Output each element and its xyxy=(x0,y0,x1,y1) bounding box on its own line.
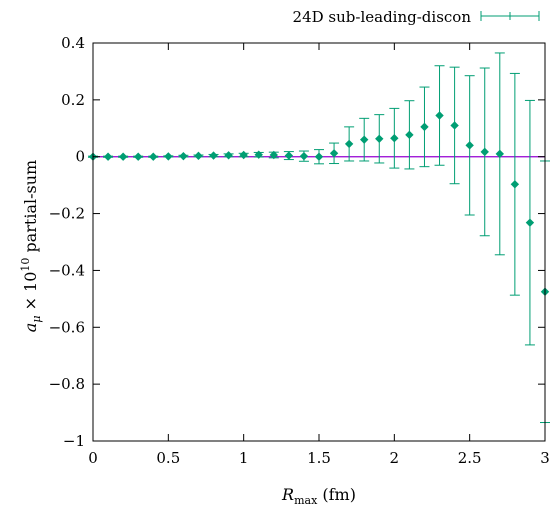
data-point xyxy=(480,147,489,157)
series xyxy=(88,52,550,424)
legend: 24D sub-leading-discon xyxy=(293,8,540,26)
data-point xyxy=(209,151,218,160)
x-tick-label: 1 xyxy=(239,449,249,467)
data-point xyxy=(164,152,173,161)
y-axis-label-mid: × 10 xyxy=(21,272,40,316)
data-point xyxy=(465,141,474,150)
x-tick-label: 1.5 xyxy=(307,449,331,467)
y-axis-label-post: partial-sum xyxy=(21,160,40,258)
data-point xyxy=(254,150,263,159)
data-point xyxy=(224,151,233,160)
data-point xyxy=(284,151,294,160)
x-tick-label: 3 xyxy=(540,449,550,467)
x-tick-label: 0 xyxy=(88,449,98,467)
y-tick-label: 0.4 xyxy=(61,34,85,52)
data-series xyxy=(88,52,550,424)
data-point xyxy=(390,134,399,143)
x-axis-label: Rmax (fm) xyxy=(281,485,356,507)
y-tick-label: −0.6 xyxy=(49,318,85,336)
data-point xyxy=(299,151,309,161)
x-tick-label: 0.5 xyxy=(156,449,180,467)
data-point xyxy=(149,152,158,161)
data-point xyxy=(118,152,128,161)
data-point xyxy=(269,150,278,160)
y-axis-label: aμ × 1010 partial-sum xyxy=(19,160,43,332)
data-point xyxy=(329,149,339,158)
x-axis-label-main: R xyxy=(281,485,294,504)
x-axis-label-unit: (fm) xyxy=(317,485,356,504)
data-point xyxy=(405,130,414,140)
data-point xyxy=(134,152,143,161)
data-point xyxy=(194,151,203,161)
y-axis-label-sub: μ xyxy=(30,316,43,323)
data-point xyxy=(495,149,504,159)
y-tick-label: 0 xyxy=(75,148,85,166)
data-point xyxy=(179,151,188,161)
y-tick-label: −0.8 xyxy=(49,375,85,393)
y-tick-label: −0.2 xyxy=(49,205,85,223)
y-tick-label: −0.4 xyxy=(49,261,85,279)
data-point xyxy=(103,152,113,161)
x-tick-labels: 0 0.5 1 1.5 2 2.5 3 xyxy=(88,449,550,467)
y-tick-label: 0.2 xyxy=(61,91,85,109)
y-tick-label: −1 xyxy=(63,432,85,450)
data-point xyxy=(239,150,248,160)
legend-label: 24D sub-leading-discon xyxy=(293,8,472,26)
x-axis-label-sub: max xyxy=(294,494,318,507)
x-tick-label: 2 xyxy=(390,449,400,467)
data-point xyxy=(435,111,444,120)
data-point xyxy=(420,122,429,132)
data-point xyxy=(375,134,384,144)
y-axis-label-main: a xyxy=(21,323,40,333)
axis-ticks xyxy=(92,42,546,442)
x-tick-label: 2.5 xyxy=(458,449,482,467)
plot-frame xyxy=(92,42,546,442)
data-point xyxy=(450,121,459,130)
data-point xyxy=(525,218,535,227)
y-tick-labels: −1 −0.8 −0.6 −0.4 −0.2 0 0.2 0.4 xyxy=(49,34,85,450)
data-point xyxy=(314,152,324,161)
data-point xyxy=(344,139,354,149)
legend-sample xyxy=(480,11,540,21)
data-point xyxy=(510,180,520,189)
y-axis-label-sup: 10 xyxy=(19,258,32,272)
data-point xyxy=(360,135,369,144)
